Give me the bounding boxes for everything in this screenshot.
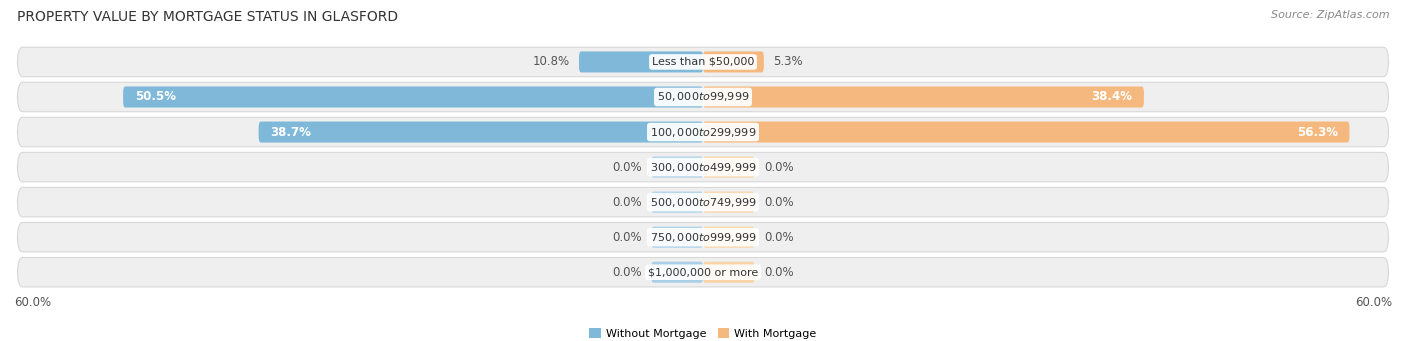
FancyBboxPatch shape [259,121,703,143]
FancyBboxPatch shape [17,117,1389,147]
Text: $750,000 to $999,999: $750,000 to $999,999 [650,231,756,244]
FancyBboxPatch shape [17,47,1389,77]
FancyBboxPatch shape [17,82,1389,112]
Text: 0.0%: 0.0% [613,196,643,209]
FancyBboxPatch shape [703,227,755,248]
FancyBboxPatch shape [651,157,703,178]
Text: 50.5%: 50.5% [135,90,176,104]
Text: $1,000,000 or more: $1,000,000 or more [648,267,758,277]
Text: 0.0%: 0.0% [763,161,793,174]
Text: 60.0%: 60.0% [1355,296,1392,309]
Text: 0.0%: 0.0% [613,231,643,244]
FancyBboxPatch shape [17,152,1389,182]
FancyBboxPatch shape [124,87,703,107]
Legend: Without Mortgage, With Mortgage: Without Mortgage, With Mortgage [585,324,821,341]
FancyBboxPatch shape [703,157,755,178]
Text: 56.3%: 56.3% [1296,125,1339,138]
FancyBboxPatch shape [579,51,703,73]
Text: Less than $50,000: Less than $50,000 [652,57,754,67]
Text: $300,000 to $499,999: $300,000 to $499,999 [650,161,756,174]
FancyBboxPatch shape [651,192,703,213]
Text: $500,000 to $749,999: $500,000 to $749,999 [650,196,756,209]
Text: 38.4%: 38.4% [1091,90,1132,104]
FancyBboxPatch shape [703,262,755,283]
FancyBboxPatch shape [703,87,1144,107]
Text: 60.0%: 60.0% [14,296,51,309]
Text: 0.0%: 0.0% [763,196,793,209]
FancyBboxPatch shape [703,121,1350,143]
Text: 5.3%: 5.3% [773,56,803,69]
FancyBboxPatch shape [17,222,1389,252]
Text: PROPERTY VALUE BY MORTGAGE STATUS IN GLASFORD: PROPERTY VALUE BY MORTGAGE STATUS IN GLA… [17,10,398,24]
Text: $100,000 to $299,999: $100,000 to $299,999 [650,125,756,138]
Text: $50,000 to $99,999: $50,000 to $99,999 [657,90,749,104]
FancyBboxPatch shape [703,192,755,213]
FancyBboxPatch shape [651,227,703,248]
FancyBboxPatch shape [651,262,703,283]
Text: Source: ZipAtlas.com: Source: ZipAtlas.com [1271,10,1389,20]
Text: 38.7%: 38.7% [270,125,311,138]
FancyBboxPatch shape [17,257,1389,287]
Text: 0.0%: 0.0% [613,266,643,279]
FancyBboxPatch shape [703,51,763,73]
Text: 0.0%: 0.0% [763,266,793,279]
Text: 10.8%: 10.8% [533,56,569,69]
Text: 0.0%: 0.0% [763,231,793,244]
Text: 0.0%: 0.0% [613,161,643,174]
FancyBboxPatch shape [17,188,1389,217]
